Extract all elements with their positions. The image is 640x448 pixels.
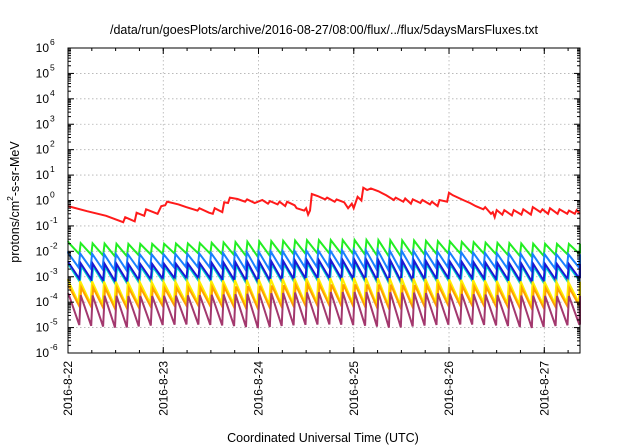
- x-tick-labels: 2016-8-22 2016-8-23 2016-8-24 2016-8-25 2016…: [61, 361, 551, 416]
- y-tick-label-exponent: -3: [50, 266, 58, 276]
- y-tick-label: 10: [36, 295, 50, 309]
- y-tick-label: 10: [36, 41, 50, 55]
- y-tick-label-base: 10: [36, 321, 50, 335]
- y-tick-label-base: 10: [36, 270, 50, 284]
- y-tick-label: 10: [36, 219, 50, 233]
- y-tick-label-exponent: 2: [50, 139, 55, 149]
- y-tick-label-base: 10: [36, 117, 50, 131]
- y-axis-label-superscript: 2: [5, 196, 15, 201]
- y-axis-label-units: -s-sr-MeV: [8, 141, 22, 197]
- y-tick-label: 10: [36, 92, 50, 106]
- y-tick-label-exponent: 0: [50, 190, 55, 200]
- y-axis-label-main: protons/cm: [8, 201, 22, 263]
- y-tick-label-base: 10: [36, 66, 50, 80]
- y-tick-label-exponent: 4: [50, 88, 55, 98]
- y-tick-label-exponent: -6: [50, 342, 58, 352]
- x-axis-label: Coordinated Universal Time (UTC): [227, 431, 419, 445]
- y-tick-label: 10: [36, 270, 50, 284]
- x-tick-label: 2016-8-26: [442, 361, 456, 416]
- series-line: [67, 237, 581, 260]
- y-tick-label-base: 10: [36, 346, 50, 360]
- y-tick-label-base: 10: [36, 143, 50, 157]
- y-tick-label: 10: [36, 66, 50, 80]
- y-tick-label-exponent: 1: [50, 164, 55, 174]
- x-tick-label: 2016-8-27: [537, 361, 551, 416]
- y-tick-label: 10: [36, 194, 50, 208]
- series-line: [67, 246, 581, 274]
- series-line: [67, 186, 581, 224]
- y-tick-label: 10: [36, 168, 50, 182]
- y-tick-label-base: 10: [36, 295, 50, 309]
- y-tick-label: 10: [36, 117, 50, 131]
- y-tick-label-base: 10: [36, 41, 50, 55]
- y-tick-label-exponent: -1: [50, 215, 58, 225]
- x-tick-label: 2016-8-24: [252, 361, 266, 416]
- axis-ticks: [67, 47, 580, 354]
- y-tick-label-exponent: -4: [50, 291, 58, 301]
- x-tick-label: 2016-8-23: [156, 361, 170, 416]
- y-tick-labels: 10 -610 -510 -410 -310 -210 -110 010 110 210 310 41…: [36, 37, 58, 360]
- grid: [67, 48, 580, 353]
- y-tick-label-base: 10: [36, 219, 50, 233]
- y-tick-label: 10: [36, 244, 50, 258]
- x-tick-label: 2016-8-22: [61, 361, 75, 416]
- y-tick-label-exponent: 5: [50, 62, 55, 72]
- y-tick-label-exponent: -5: [50, 317, 58, 327]
- y-tick-label-base: 10: [36, 168, 50, 182]
- y-tick-label-exponent: 6: [50, 37, 55, 47]
- y-tick-label: 10: [36, 346, 50, 360]
- series-line: [67, 291, 581, 329]
- x-tick-label: 2016-8-25: [347, 361, 361, 416]
- y-tick-label-base: 10: [36, 92, 50, 106]
- chart-title: /data/run/goesPlots/archive/2016-08-27/0…: [110, 23, 539, 37]
- y-tick-label-exponent: 3: [50, 113, 55, 123]
- y-tick-label: 10: [36, 143, 50, 157]
- y-tick-label-base: 10: [36, 244, 50, 258]
- y-tick-label-exponent: -2: [50, 240, 58, 250]
- y-axis-label: protons/cm2-s-sr-MeV: [5, 141, 22, 263]
- y-tick-label-base: 10: [36, 194, 50, 208]
- y-tick-label: 10: [36, 321, 50, 335]
- series-group: [67, 186, 581, 329]
